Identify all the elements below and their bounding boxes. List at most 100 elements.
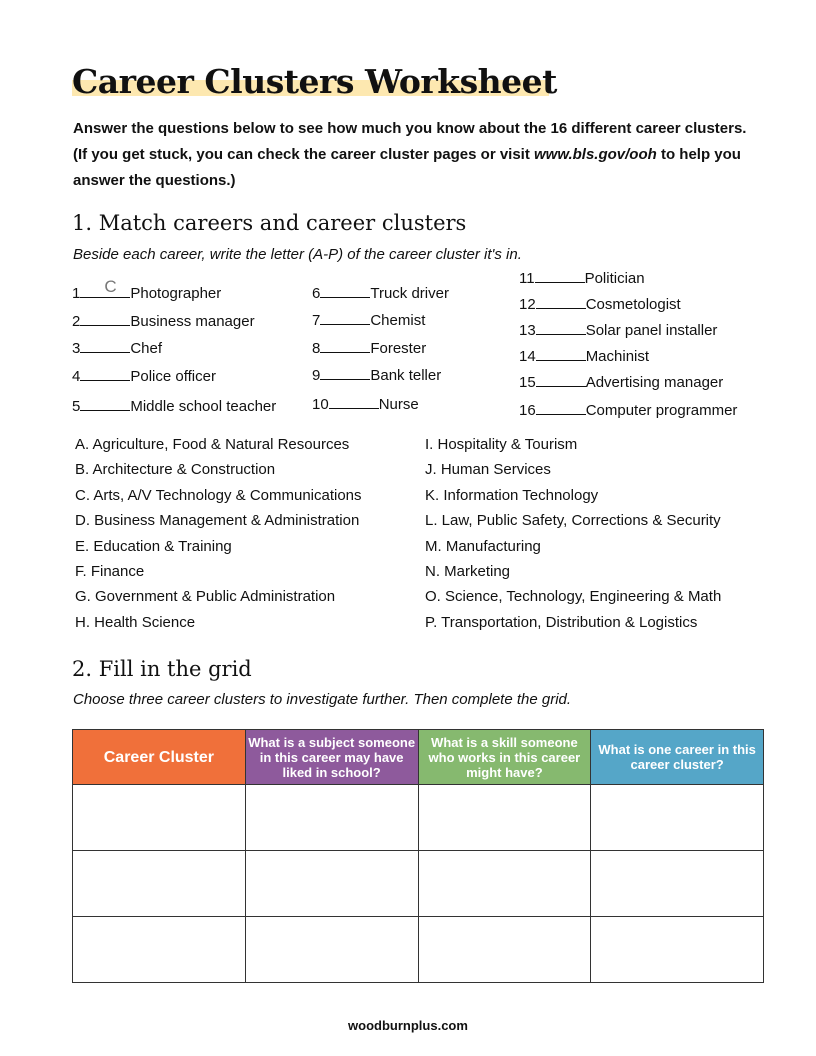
answer-blank[interactable] (535, 400, 586, 415)
career-label: Business manager (130, 313, 255, 330)
cluster-item: H. Health Science (75, 613, 196, 631)
cluster-item: L. Law, Public Safety, Corrections & Sec… (425, 512, 721, 530)
answer-blank[interactable] (80, 311, 131, 326)
career-label: Cosmetologist (585, 296, 681, 313)
grid-row (72, 916, 764, 983)
career-number: 9 (312, 367, 321, 384)
career-label: Chef (130, 340, 163, 357)
answer-blank[interactable] (320, 310, 371, 325)
grid-row (72, 850, 764, 917)
career-item: 1 C Photographer (72, 277, 222, 302)
career-number: 7 (312, 312, 321, 329)
grid-cell[interactable] (72, 850, 246, 917)
career-number: 16 (519, 402, 536, 419)
career-item: 5 Middle school teacher (72, 396, 276, 415)
grid-cell[interactable] (244, 784, 419, 851)
cluster-item: A. Agriculture, Food & Natural Resources (75, 436, 350, 453)
career-number: 15 (519, 374, 536, 391)
cluster-item: G. Government & Public Administration (75, 588, 336, 606)
career-label: Truck driver (370, 285, 449, 302)
career-label: Computer programmer (585, 402, 738, 419)
grid-cell[interactable] (72, 784, 246, 851)
answer-blank[interactable] (535, 372, 586, 387)
answer-blank[interactable] (320, 365, 371, 380)
column-header: What is one career in this career cluste… (590, 729, 764, 785)
career-item: 10 Nurse (312, 394, 419, 413)
grid-cell[interactable] (244, 850, 419, 917)
cluster-item: D. Business Management & Administration (75, 512, 360, 530)
cluster-item: J. Human Services (425, 461, 551, 479)
cluster-item: F. Finance (75, 563, 145, 580)
career-number: 6 (312, 285, 321, 302)
answer-blank[interactable] (535, 294, 586, 309)
career-number: 13 (519, 322, 536, 339)
answer-blank[interactable] (80, 338, 131, 353)
intro-part: Answer the questions below to see how mu… (73, 120, 747, 163)
grid-cell[interactable] (590, 916, 764, 983)
career-label: Forester (370, 340, 427, 357)
career-number: 2 (72, 313, 81, 330)
grid-cell[interactable] (590, 850, 764, 917)
career-number: 8 (312, 340, 321, 357)
title-highlight (72, 80, 549, 96)
column-header: What is a subject someone in this career… (244, 729, 419, 785)
career-number: 3 (72, 340, 81, 357)
career-label: Machinist (585, 348, 650, 365)
grid-cell[interactable] (417, 784, 592, 851)
career-item: 2 Business manager (72, 311, 255, 330)
career-number: 12 (519, 296, 536, 313)
career-label: Police officer (130, 368, 216, 385)
answer-blank[interactable] (534, 268, 585, 283)
career-label: Chemist (370, 312, 426, 329)
intro-part: to help you answer the questions.) (73, 146, 741, 189)
career-number: 1 (72, 285, 81, 302)
cluster-item: P. Transportation, Distribution & Logist… (425, 613, 698, 631)
career-number: 5 (72, 398, 81, 415)
section2-heading: 2. Fill in the grid (72, 657, 252, 681)
column-header: Career Cluster (72, 729, 246, 785)
career-label: Photographer (130, 285, 222, 302)
section1-heading: 1. Match careers and career clusters (72, 211, 467, 235)
answer-blank[interactable] (535, 320, 586, 335)
career-item: 8 Forester (312, 338, 426, 357)
career-label: Politician (584, 270, 645, 287)
cluster-item: C. Arts, A/V Technology & Communications (75, 486, 362, 504)
grid-cell[interactable] (417, 916, 592, 983)
bls-link[interactable]: www.bls.gov/ooh (534, 146, 657, 163)
career-item: 7 Chemist (312, 310, 425, 329)
answer-blank[interactable]: C (80, 277, 131, 298)
grid-cell[interactable] (244, 916, 419, 983)
answer-blank[interactable] (320, 338, 371, 353)
career-label: Nurse (378, 396, 419, 413)
answer-blank[interactable] (80, 366, 131, 381)
career-label: Middle school teacher (130, 398, 277, 415)
career-item: 15 Advertising manager (519, 372, 723, 391)
cluster-item: N. Marketing (425, 563, 511, 580)
footer-site: woodburnplus.com (348, 1018, 468, 1033)
answer-blank[interactable] (320, 283, 371, 298)
intro-text: Answer the questions below to see how mu… (73, 116, 753, 194)
answer-blank[interactable] (535, 346, 586, 361)
answer-blank[interactable] (80, 396, 131, 411)
grid-cell[interactable] (590, 784, 764, 851)
answer-blank[interactable] (328, 394, 379, 409)
cluster-item: I. Hospitality & Tourism (425, 436, 578, 453)
answer-letter: C (104, 277, 117, 296)
section2-instructions: Choose three career clusters to investig… (73, 691, 572, 708)
grid-cell[interactable] (417, 850, 592, 917)
career-item: 16 Computer programmer (519, 400, 737, 419)
page-title: Career Clusters Worksheet (72, 62, 557, 101)
cluster-item: B. Architecture & Construction (75, 461, 276, 479)
career-item: 14 Machinist (519, 346, 649, 365)
career-item: 3 Chef (72, 338, 162, 357)
career-number: 14 (519, 348, 536, 365)
career-number: 4 (72, 368, 81, 385)
career-label: Bank teller (370, 367, 442, 384)
cluster-item: O. Science, Technology, Engineering & Ma… (425, 588, 722, 606)
grid-cell[interactable] (72, 916, 246, 983)
career-item: 6 Truck driver (312, 283, 449, 302)
career-number: 11 (519, 270, 535, 287)
career-item: 4 Police officer (72, 366, 216, 385)
grid-row (72, 784, 764, 851)
